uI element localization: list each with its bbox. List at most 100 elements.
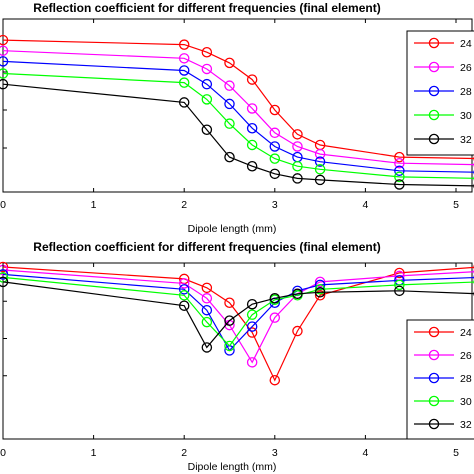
chart-top-legend-label: 28	[460, 86, 472, 98]
chart-top-series-line-32	[2, 83, 474, 187]
chart-top-data-point	[394, 179, 405, 190]
chart-bottom-data-point	[269, 293, 281, 304]
chart-bottom-data-point	[201, 342, 213, 353]
chart-top-data-point	[269, 153, 281, 164]
chart-top-legend-swatch-marker	[428, 37, 440, 49]
chart-top-data-point	[201, 63, 213, 75]
chart-bottom-legend-box	[406, 319, 474, 440]
chart-bottom-data-point	[314, 276, 326, 288]
chart-top-legend-swatch-marker	[428, 61, 440, 73]
chart-bottom-x-tick-label: 1	[91, 447, 97, 459]
chart-top-data-point	[269, 104, 281, 116]
chart-bottom-x-axis: 0 1 2 3 4 5	[0, 263, 459, 459]
chart-bottom-x-axis-label: Dipole length (mm)	[188, 461, 277, 473]
chart-top-data-point	[178, 97, 190, 108]
chart-top-data-point	[314, 148, 326, 160]
chart-top-data-point	[269, 127, 281, 139]
chart-bottom-legend-label: 28	[460, 373, 472, 385]
chart-top-data-point	[314, 174, 326, 186]
chart-top-series-line-28	[2, 60, 474, 173]
chart-bottom-data-point	[246, 357, 258, 368]
chart-bottom-data-point	[201, 282, 213, 294]
chart-top-data-point	[0, 34, 9, 46]
chart-top-data-point	[314, 164, 326, 175]
chart-top-data-point	[178, 39, 190, 50]
chart-top-series-line-30	[2, 72, 474, 179]
chart-top-x-tick-label: 2	[181, 199, 187, 211]
chart-bottom-data-point	[178, 284, 190, 295]
chart-bottom-title: Reflection coefficient for different fre…	[33, 240, 380, 254]
chart-bottom-data-point	[394, 279, 405, 291]
chart-top-data-point	[178, 53, 190, 64]
chart-bottom-series-line-26	[2, 269, 474, 364]
chart-top-data-point	[201, 94, 213, 105]
chart-top-data-point	[314, 156, 326, 167]
chart-top-data-point	[0, 45, 9, 56]
chart-bottom-legend-label: 24	[460, 327, 472, 339]
chart-top-title: Reflection coefficient for different fre…	[33, 1, 380, 15]
chart-top-x-tick-label: 5	[453, 199, 459, 211]
chart-bottom-x-tick-label: 4	[362, 447, 368, 459]
chart-bottom-legend-swatch-marker	[428, 372, 440, 384]
chart-top-legend-swatch-marker	[428, 133, 440, 145]
chart-top-x-axis-label: Dipole length (mm)	[188, 223, 277, 235]
chart-bottom-data-point	[246, 321, 258, 332]
chart-bottom-series-line-28	[2, 273, 474, 352]
chart-bottom-x-tick-label: 2	[181, 447, 187, 459]
chart-top-x-tick-label: 1	[91, 199, 97, 211]
chart-top-data-point	[224, 98, 235, 110]
chart-bottom-data-point	[0, 276, 9, 288]
chart-top-data-point	[224, 80, 235, 91]
chart-bottom-data-point	[224, 297, 235, 308]
chart-top-data-point	[0, 78, 9, 90]
chart-top-data-point	[394, 151, 405, 163]
chart-bottom: Reflection coefficient for different fre…	[0, 240, 474, 473]
chart-top-data-point	[292, 141, 303, 152]
chart-top-legend-box	[406, 30, 474, 156]
chart-bottom-data-point	[178, 300, 190, 311]
chart-bottom-data-point	[246, 327, 258, 338]
chart-top-data-point	[246, 74, 258, 85]
chart-bottom-x-tick-label: 5	[453, 447, 459, 459]
chart-bottom-data-point	[314, 287, 326, 298]
chart-bottom-data-point	[269, 312, 281, 323]
chart-bottom-data-point	[246, 309, 258, 320]
chart-top-data-point	[246, 160, 258, 172]
chart-bottom-x-tick-label: 0	[0, 447, 6, 459]
chart-bottom-data-point	[201, 293, 213, 304]
chart-top-data-point	[394, 157, 405, 169]
chart-top-data-point	[394, 171, 405, 183]
chart-top-data-point	[178, 65, 190, 76]
chart-bottom-series-line-32	[2, 281, 474, 349]
chart-top-plot-area	[2, 18, 473, 193]
chart-top-series-line-24	[2, 39, 474, 160]
chart-top-data-point	[201, 78, 213, 90]
chart-bottom-data-point	[292, 288, 303, 300]
chart-top-x-axis: 0 1 2 3 4 5	[0, 19, 459, 211]
chart-bottom-series-line-30	[2, 276, 474, 347]
chart-top-data-point	[246, 122, 258, 134]
chart-bottom-data-point	[178, 290, 190, 301]
chart-top-data-point	[292, 129, 303, 140]
chart-top-legend-label: 24	[460, 38, 472, 50]
chart-top-x-tick-label: 3	[272, 199, 278, 211]
chart-top-x-tick-label: 0	[0, 199, 6, 211]
chart-top-data-point	[201, 46, 213, 58]
chart-top-data-point	[394, 165, 405, 177]
chart-bottom-legend-swatch-marker	[428, 349, 440, 361]
chart-top-data-point	[224, 118, 235, 129]
chart-bottom-legend-label: 30	[460, 396, 472, 408]
chart-top-legend-label: 32	[460, 134, 472, 146]
chart-top-data-point	[269, 141, 281, 152]
chart-top-x-tick-label: 4	[362, 199, 368, 211]
chart-top-legend-label: 30	[460, 110, 472, 122]
chart-bottom-data-point	[0, 261, 9, 273]
chart-bottom-data-point	[0, 269, 9, 280]
chart-bottom-legend-label: 32	[460, 419, 472, 431]
chart-top-legend-swatch-marker	[428, 109, 440, 121]
chart-top-legend-label: 26	[460, 62, 472, 74]
chart-bottom-data-point	[314, 284, 326, 295]
chart-top-data-point	[246, 139, 258, 151]
chart-top-data-point	[224, 57, 235, 69]
